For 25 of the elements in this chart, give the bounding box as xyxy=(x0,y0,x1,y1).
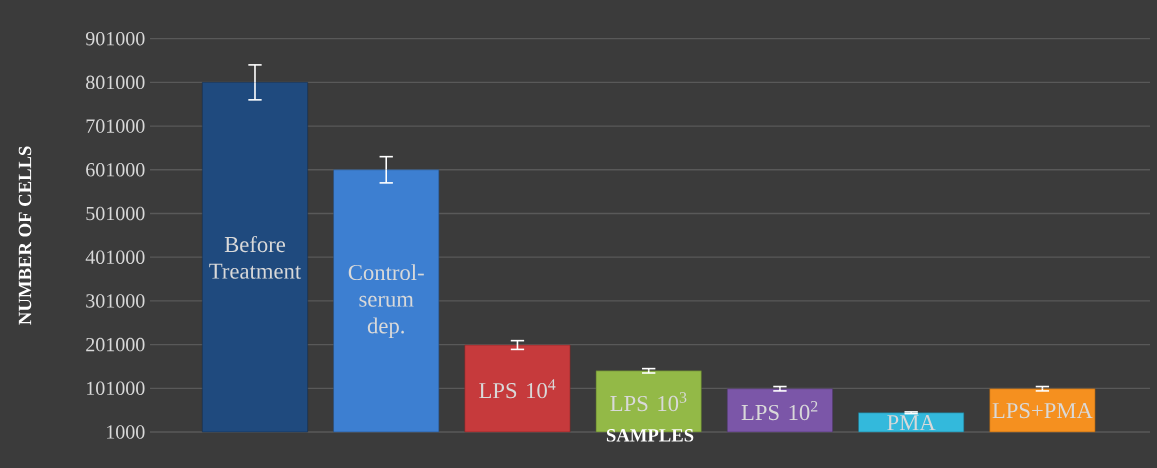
y-tick-label: 101000 xyxy=(87,381,145,396)
y-tick-label: 901000 xyxy=(85,31,145,46)
y-tick-label: 401000 xyxy=(85,250,145,264)
y-tick-label: 701000 xyxy=(86,119,145,133)
bar xyxy=(858,412,965,433)
x-tick-label: LPS 10$^{4}$ xyxy=(479,379,556,399)
y-tick-label: 501000 xyxy=(86,206,145,221)
y-axis-title: NUMBER OF CELLS xyxy=(18,146,32,325)
y-tick-label: 601000 xyxy=(86,163,145,177)
x-axis-title: SAMPLES xyxy=(606,429,694,442)
bar xyxy=(202,82,308,433)
bar xyxy=(464,344,571,433)
bar xyxy=(989,388,1096,433)
x-tick-label: Before Treatment xyxy=(209,235,302,279)
x-tick-label: PMA xyxy=(887,415,936,431)
y-tick-label: 1000 xyxy=(107,425,145,439)
bar xyxy=(726,388,833,433)
x-tick-label: LPS+PMA xyxy=(992,402,1093,419)
x-tick-label: LPS 10$^{2}$ xyxy=(741,401,818,421)
y-tick-label: 201000 xyxy=(86,337,145,352)
y-tick-label: 801000 xyxy=(86,75,145,90)
bar xyxy=(333,169,440,433)
y-tick-label: 301000 xyxy=(86,294,145,308)
x-tick-label: Control-serum dep. xyxy=(348,264,424,339)
x-tick-label: LPS 10$^{3}$ xyxy=(610,392,687,412)
